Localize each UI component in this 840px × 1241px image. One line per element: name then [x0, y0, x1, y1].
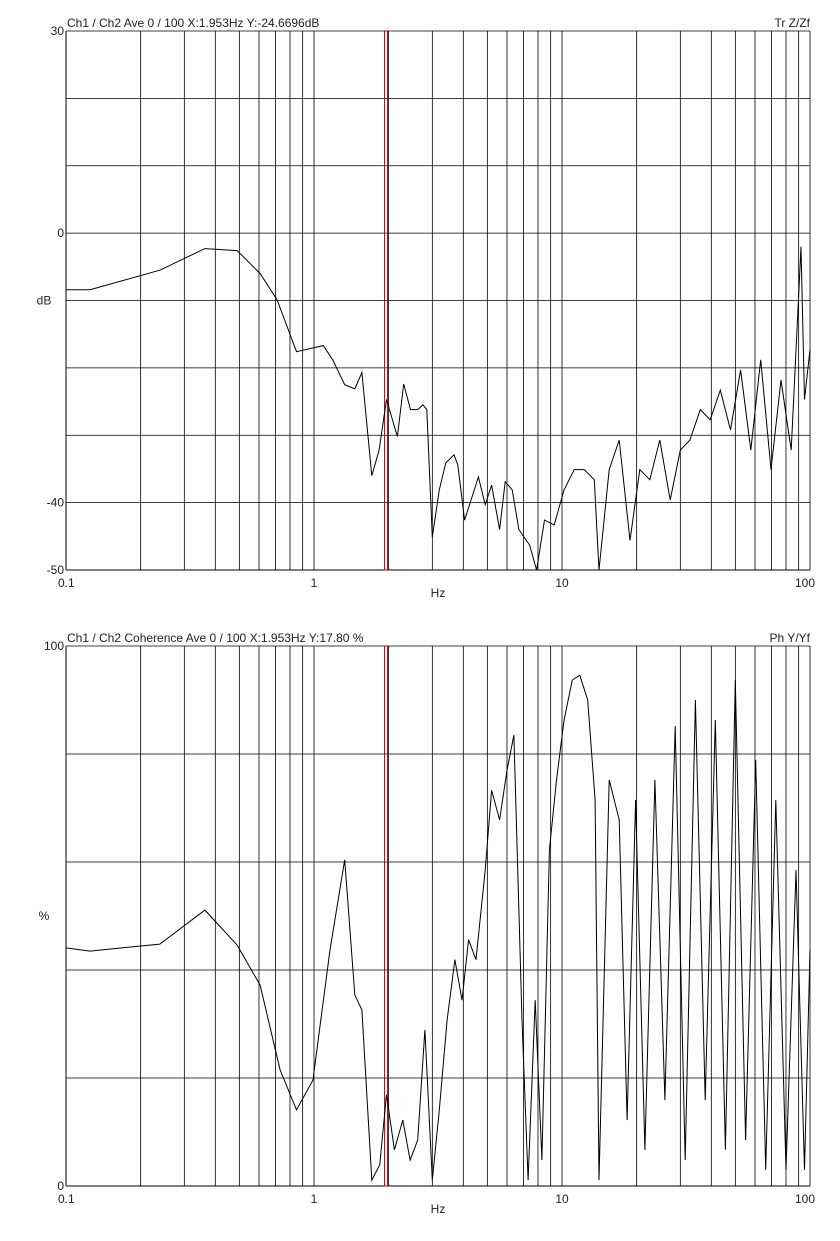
- y-tick-label: 0: [57, 226, 64, 240]
- chart-title: Ch1 / Ch2 Coherence Ave 0 / 100 X:1.953H…: [67, 631, 364, 645]
- x-tick-label: 0.1: [58, 1192, 75, 1206]
- data-line: [65, 674, 811, 1182]
- x-axis-label: Hz: [431, 586, 446, 600]
- y-axis-label: %: [39, 909, 50, 923]
- chart-title: Ch1 / Ch2 Ave 0 / 100 X:1.953Hz Y:-24.66…: [67, 16, 319, 30]
- data-line: [66, 246, 811, 571]
- y-axis-label: dB: [37, 294, 52, 308]
- y-tick-label: -50: [47, 563, 65, 577]
- y-tick-label: 100: [44, 639, 64, 653]
- corner-label: Ph Y/Yf: [770, 631, 811, 645]
- x-axis-label: Hz: [431, 1202, 446, 1216]
- title-bg: [67, 16, 377, 30]
- x-tick-label: 100: [795, 1192, 815, 1206]
- x-tick-label: 1: [311, 1192, 318, 1206]
- title-bg: [67, 631, 377, 645]
- x-tick-label: 1: [311, 576, 318, 590]
- x-tick-label: 10: [555, 1192, 569, 1206]
- cursor-line: [384, 645, 389, 1187]
- y-tick-label: -40: [47, 496, 65, 510]
- corner-label: Tr Z/Zf: [774, 16, 810, 30]
- x-tick-label: 100: [795, 576, 815, 590]
- x-tick-label: 0.1: [58, 576, 75, 590]
- y-tick-label: 30: [51, 24, 65, 38]
- cursor-line: [384, 30, 389, 571]
- x-tick-label: 10: [555, 576, 569, 590]
- y-tick-label: 0: [57, 1179, 64, 1193]
